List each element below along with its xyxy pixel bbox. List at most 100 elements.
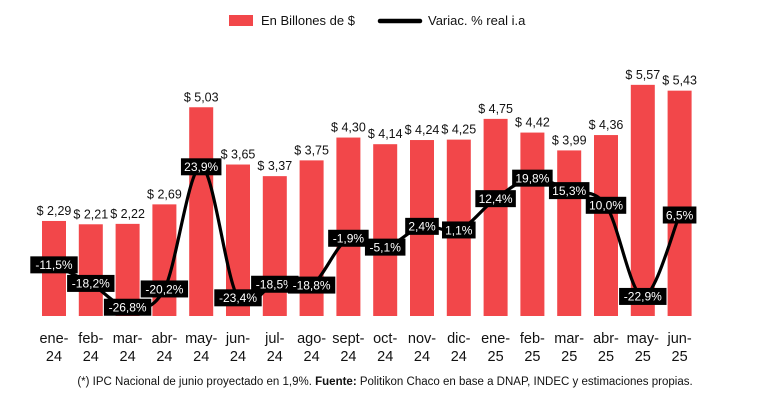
x-tick-label-month: jun-: [225, 331, 250, 347]
x-tick-label-month: feb-: [520, 331, 545, 347]
line-value-label: -18,5%: [251, 275, 299, 293]
line-value-label-text: -23,4%: [219, 291, 257, 305]
line-value-label: -26,8%: [103, 298, 152, 316]
x-tick-label-year: 24: [267, 349, 283, 365]
x-tick-label-month: abr-: [593, 331, 619, 347]
x-tick-label: mar- 25: [554, 331, 584, 365]
bar: [483, 118, 508, 316]
x-tick-label-year: 24: [451, 349, 467, 365]
line-value-label-text: 23,9%: [184, 160, 218, 174]
line-value-label-box: [512, 169, 553, 187]
line-value-label: 12,4%: [475, 190, 516, 208]
bar-value-label: $ 4,30: [331, 121, 366, 135]
line-value-label-text: 12,4%: [479, 192, 513, 206]
x-tick-label-year: 24: [304, 349, 320, 365]
bar-value-label: $ 2,69: [147, 187, 182, 201]
line-value-label: 2,4%: [405, 217, 439, 235]
bar-value-label: $ 4,14: [368, 127, 403, 141]
line-value-label-box: [180, 158, 222, 176]
x-tick-label: ene- 25: [481, 331, 510, 365]
bar-value-label: $ 3,75: [294, 143, 329, 157]
line-value-label: -18,8%: [287, 276, 336, 294]
x-tick-label: sept- 24: [332, 331, 364, 365]
line-value-label: -1,9%: [328, 229, 369, 247]
x-tick-label-month: ago-: [297, 331, 326, 347]
x-tick-label-month: abr-: [152, 331, 178, 347]
x-tick-label-year: 24: [193, 349, 209, 365]
x-tick-label: jun- 24: [225, 331, 250, 365]
line-value-label: -5,1%: [364, 238, 406, 256]
x-tick-label-year: 24: [377, 349, 393, 365]
x-tick-label: dic- 24: [447, 331, 471, 365]
footnote-source-label: Fuente:: [315, 376, 357, 388]
bar: [667, 90, 692, 316]
footnote-text: (*) IPC Nacional de junio proyectado en …: [77, 376, 316, 388]
x-tick-label-year: 25: [598, 349, 614, 365]
bar-value-label: $ 2,29: [37, 204, 72, 218]
bar: [189, 107, 214, 316]
line-value-label-text: 10,0%: [589, 199, 623, 213]
x-tick-label-month: sept-: [332, 331, 364, 347]
x-tick-label-month: jun-: [667, 331, 692, 347]
x-tick-label: oct- 24: [373, 331, 397, 365]
bar-value-label: $ 2,22: [110, 207, 145, 221]
x-tick-label: nov- 24: [408, 331, 436, 365]
bar: [78, 224, 103, 316]
bar: [336, 137, 361, 316]
x-tick-label-year: 24: [83, 349, 99, 365]
bar-value-label: $ 4,36: [589, 118, 624, 132]
legend: En Billones de $ Variac. % real i.a: [229, 13, 526, 28]
bar-value-label: $ 5,03: [184, 90, 219, 104]
line-value-label-box: [287, 276, 336, 294]
x-tick-label-month: feb-: [78, 331, 103, 347]
bar-value-label: $ 4,75: [478, 102, 513, 116]
x-tick-label: may- 25: [627, 331, 659, 365]
line-value-label-box: [442, 221, 476, 239]
x-tick-label-month: ene-: [39, 331, 68, 347]
line-value-label-box: [405, 217, 439, 235]
x-tick-label: mar- 24: [113, 331, 143, 365]
line-value-label-text: 1,1%: [445, 223, 473, 237]
line-value-label-box: [475, 190, 516, 208]
line-value-label-text: -18,8%: [293, 278, 331, 292]
x-tick-label: ene- 24: [39, 331, 68, 365]
line-value-label-box: [619, 287, 667, 305]
line-value-labels: -11,5%-18,2% -26,8% -20,2% 23,9% -23,4%-18,5…: [30, 158, 697, 316]
x-tick-label: abr- 25: [593, 331, 619, 365]
x-tick-label-month: may-: [627, 331, 659, 347]
bar-value-label: $ 2,21: [73, 207, 108, 221]
line-value-label-box: [364, 238, 406, 256]
x-tick-label-year: 25: [488, 349, 504, 365]
line-value-label-text: -22,9%: [624, 290, 662, 304]
bar: [373, 144, 398, 316]
bar-value-label: $ 5,57: [625, 68, 660, 82]
line-value-label: 15,3%: [548, 182, 590, 200]
x-tick-label-year: 24: [230, 349, 246, 365]
line-value-label: 10,0%: [585, 196, 627, 214]
x-tick-label-year: 25: [524, 349, 540, 365]
line-value-label-box: [585, 196, 627, 214]
chart: En Billones de $ Variac. % real i.a $ 2,29…: [30, 13, 697, 365]
x-tick-label-year: 24: [414, 349, 430, 365]
x-tick-label-year: 24: [340, 349, 356, 365]
bar: [520, 132, 545, 316]
line-value-label-box: [67, 274, 115, 292]
x-tick-label-month: ene-: [481, 331, 510, 347]
line-value-label-text: -20,2%: [145, 282, 183, 296]
footnote-source: Politikon Chaco en base a DNAP, INDEC y …: [356, 376, 693, 388]
bar-value-labels: $ 2,29 $ 2,21 $ 2,22$ 2,69$ 5,03$ 3,65$ 3,…: [37, 68, 697, 221]
x-tick-label: feb- 24: [78, 331, 103, 365]
x-tick-label-year: 24: [156, 349, 172, 365]
line-value-label-text: -1,9%: [333, 232, 365, 246]
x-tick-label: jun- 25: [667, 331, 692, 365]
x-axis-labels: ene-24feb-24mar-24abr-24may-24jun-24jul-…: [39, 331, 691, 365]
line-value-label-box: [214, 289, 262, 307]
line-value-label-text: 19,8%: [515, 171, 549, 185]
x-tick-label-month: dic-: [447, 331, 471, 347]
line-value-label: -18,2%: [67, 274, 115, 292]
line-value-label-box: [548, 182, 590, 200]
footnote: (*) IPC Nacional de junio proyectado en …: [0, 376, 770, 388]
line-value-label-box: [662, 206, 697, 224]
bar: [630, 84, 655, 316]
line-value-label: 1,1%: [442, 221, 476, 239]
